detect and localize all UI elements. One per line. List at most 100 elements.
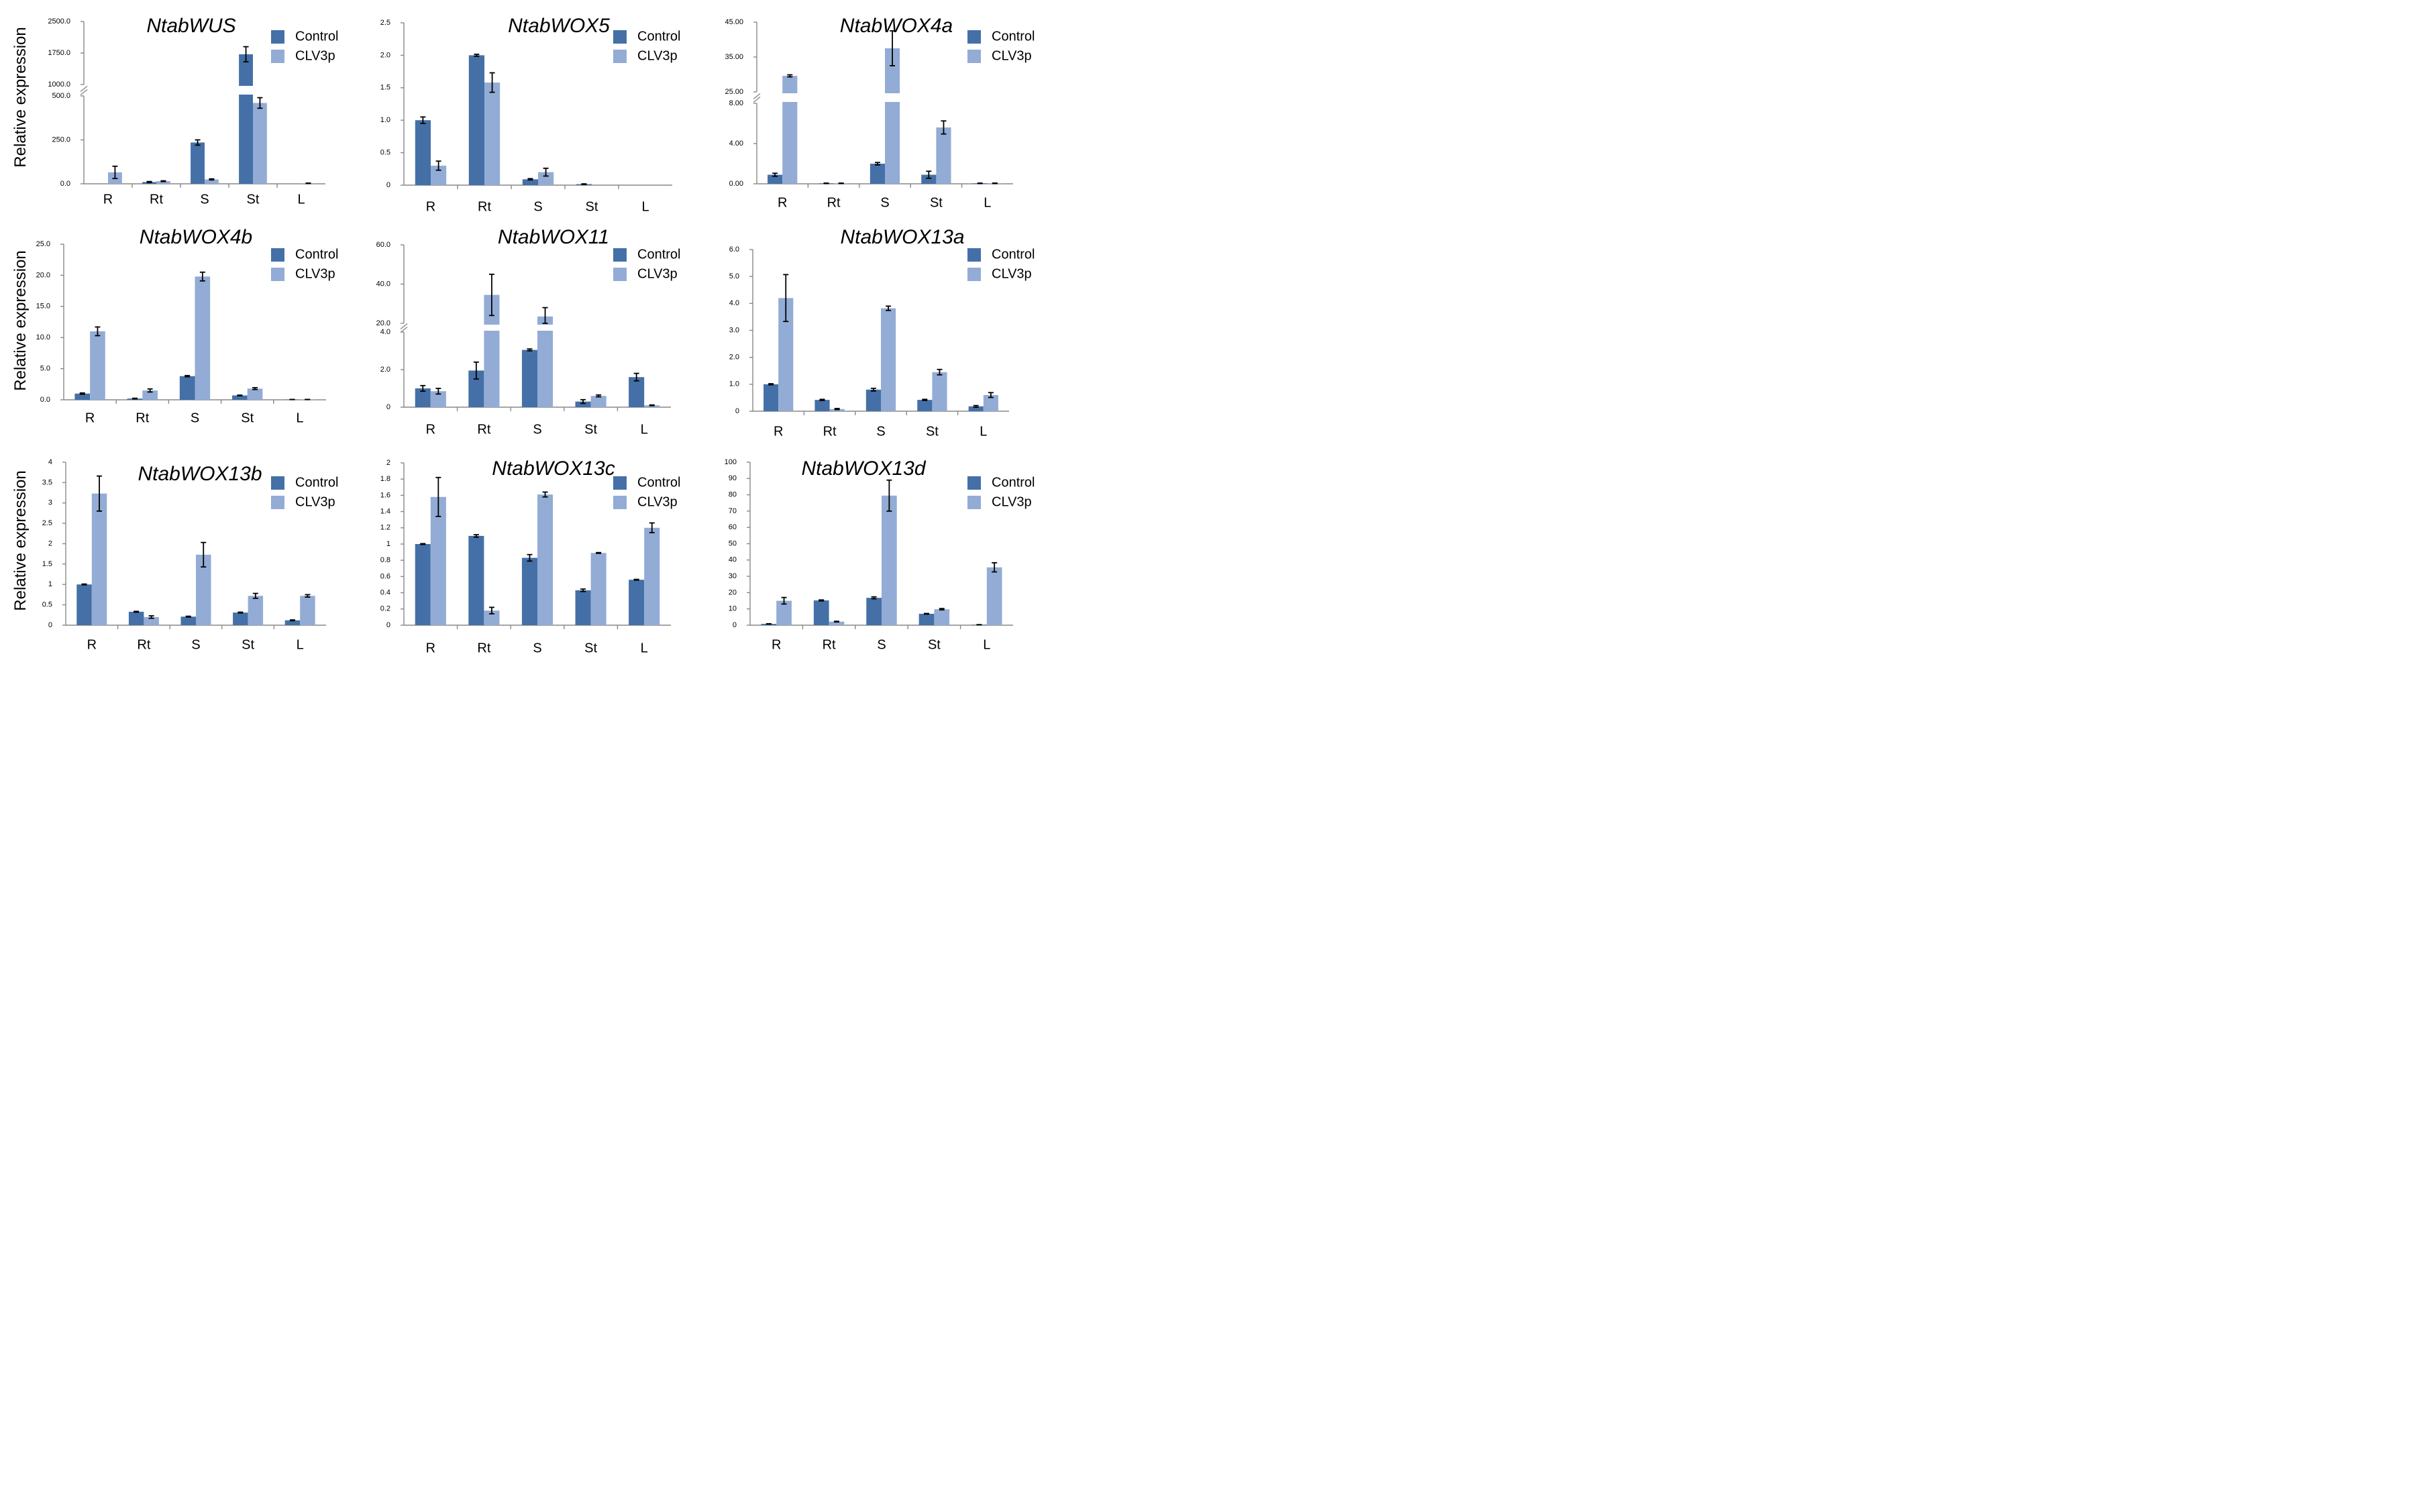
bar-control-S (870, 164, 885, 184)
bar-clv3p-S (537, 316, 554, 407)
legend-swatch-control (271, 476, 284, 490)
y-tick-label: 2.5 (42, 519, 52, 527)
chart-NtabWOX13c: NtabWOX13c 0 0.2 0.4 0.6 0.8 1 1.2 1.4 1.6 1.8 2 R Rt… (380, 457, 681, 655)
bar-control-S (521, 557, 537, 625)
error-bar-clv3p-St (596, 394, 602, 398)
bar-clv3p-R (430, 496, 446, 625)
y-tick-label: 70 (729, 507, 737, 515)
error-bar-control-S (185, 374, 191, 378)
error-bar-control-S (527, 348, 533, 352)
legend-label-control: Control (295, 475, 338, 490)
bar-control-S (521, 349, 537, 407)
error-bar-clv3p-S (201, 541, 207, 568)
axis-break-mark (80, 89, 88, 96)
break-gap (782, 93, 798, 102)
y-tick-label: 100 (725, 458, 737, 466)
bar-clv3p-S (205, 179, 219, 184)
x-category-label: R (426, 422, 435, 437)
y-tick-label: 15.0 (36, 303, 50, 311)
chart-NtabWOX13d: NtabWOX13d 0 10 20 30 40 50 60 70 80 90 100 R Rt S St L C… (725, 457, 1035, 652)
y-axis-label-row-2: Relative expression (11, 250, 30, 390)
x-category-label: S (877, 637, 886, 652)
y-tick-label: 1 (386, 540, 390, 548)
axis-break-mark (80, 85, 88, 93)
error-bar-clv3p-St (252, 592, 258, 599)
break-gap (884, 93, 901, 102)
error-bar-control-R (81, 583, 87, 586)
legend-swatch-clv3p (967, 268, 981, 281)
error-bar-clv3p-S (886, 479, 892, 512)
bar-clv3p-S (885, 48, 900, 184)
chart-title: NtabWUS (146, 15, 235, 37)
y-tick-label: 1.6 (380, 491, 390, 499)
bar-control-Rt (468, 55, 484, 186)
x-category-label: R (426, 641, 435, 655)
y-tick-label: 0 (48, 621, 52, 629)
bar-clv3p-R (778, 298, 794, 411)
bar-control-R (74, 393, 91, 400)
legend-label-clv3p: CLV3p (637, 266, 678, 281)
y-tick-label: 1.0 (729, 380, 739, 388)
bar-control-St (232, 395, 248, 400)
error-bar-clv3p-S (199, 271, 205, 282)
bar-clv3p-R (431, 165, 447, 185)
error-bar-clv3p-L (305, 594, 311, 598)
chart-NtabWOX13a: NtabWOX13a 0 1.0 2.0 3.0 4.0 5.0 6.0 R Rt S St L Cont… (729, 226, 1035, 439)
x-category-label: L (980, 424, 987, 439)
chart-NtabWOX11: NtabWOX11 0 2.0 4.020.0 40.0 60.0 R Rt S St L Contr… (376, 226, 681, 437)
bar-clv3p-R (430, 391, 446, 407)
legend-swatch-control (613, 476, 627, 490)
y-tick-label: 4.0 (729, 299, 739, 307)
x-category-label: R (772, 637, 781, 652)
bar-control-Rt (814, 400, 830, 411)
x-category-label: St (584, 641, 597, 655)
chart-NtabWOX4b: NtabWOX4b 0.0 5.0 10.0 15.0 20.0 25.0 R Rt S St L Co… (36, 226, 339, 425)
bar-clv3p-St (248, 596, 264, 625)
y-tick-label: 0.0 (60, 180, 70, 188)
break-gap (537, 325, 554, 331)
bar-clv3p-S (881, 308, 896, 411)
y-tick-label: 80 (729, 491, 737, 499)
error-bar-clv3p-St (939, 608, 945, 611)
y-tick-label: 20.0 (36, 271, 50, 279)
chart-title: NtabWOX13b (138, 463, 262, 485)
bar-control-S (865, 389, 881, 411)
error-bar-control-St (580, 398, 586, 404)
bar-control-Rt (468, 535, 484, 625)
bar-control-L (284, 620, 301, 625)
x-category-label: St (247, 192, 260, 207)
legend-label-clv3p: CLV3p (295, 266, 335, 281)
error-bar-control-R (772, 172, 778, 177)
break-gap (483, 325, 501, 331)
bar-clv3p-Rt (142, 390, 158, 400)
bar-clv3p-L (300, 596, 315, 625)
y-tick-label: 500.0 (52, 92, 70, 100)
error-bar-clv3p-St (257, 97, 263, 109)
x-category-label: R (426, 199, 435, 214)
x-category-label: S (533, 641, 541, 655)
error-bar-control-R (420, 384, 426, 392)
bar-control-R (415, 120, 431, 185)
error-bar-clv3p-S (542, 307, 548, 324)
chart-title: NtabWOX13d (801, 457, 926, 480)
chart-NtabWOX5: NtabWOX5 0 0.5 1.0 1.5 2.0 2.5 R Rt S St L Control CL… (380, 15, 681, 214)
x-category-label: L (296, 411, 303, 425)
bar-control-St (575, 401, 591, 407)
y-tick-label: 4.00 (729, 140, 743, 148)
y-tick-label: 20 (729, 588, 737, 596)
y-tick-label: 2 (386, 459, 390, 467)
y-tick-label: 3.5 (42, 478, 52, 486)
y-tick-label: 4 (48, 458, 52, 466)
bar-control-R (764, 384, 779, 411)
chart-NtabWOX13b: NtabWOX13b 0 0.5 1 1.5 2 2.5 3 3.5 4 R Rt S St L Contro… (42, 458, 339, 652)
error-bar-control-R (420, 543, 426, 545)
bar-control-Rt (813, 600, 829, 625)
legend-label-clv3p: CLV3p (992, 494, 1032, 509)
bar-control-R (768, 174, 783, 184)
y-tick-label: 0.8 (380, 556, 390, 564)
y-tick-label: 0 (735, 407, 739, 415)
y-tick-label: 3 (48, 499, 52, 507)
legend-swatch-control (613, 30, 627, 44)
error-bar-clv3p-L (988, 392, 994, 398)
error-bar-clv3p-Rt (148, 615, 154, 619)
